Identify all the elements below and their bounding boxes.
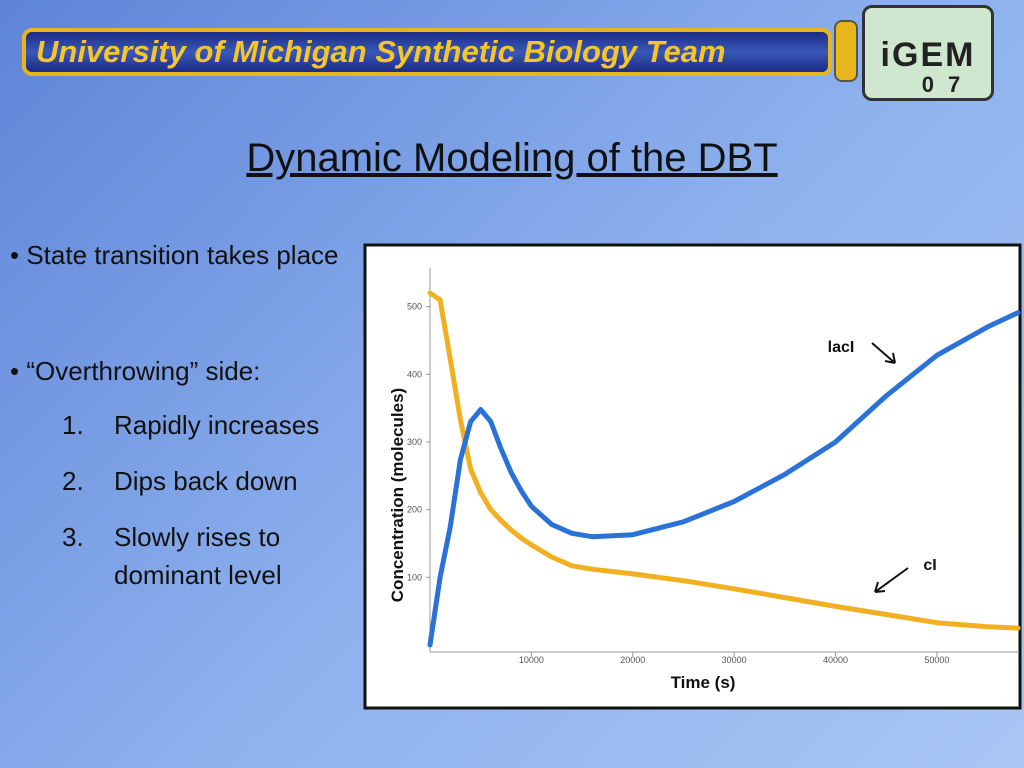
- banner-knob: [834, 20, 858, 82]
- step: 2. Dips back down: [62, 462, 364, 500]
- logo-year: 07: [921, 72, 975, 97]
- x-tick-label: 30000: [722, 655, 747, 665]
- arrow: [871, 342, 896, 364]
- series-label: cI: [923, 557, 936, 574]
- series-label: lacI: [828, 339, 855, 356]
- x-tick-label: 10000: [519, 655, 544, 665]
- step-text: Dips back down: [114, 466, 298, 496]
- banner: University of Michigan Synthetic Biology…: [22, 28, 832, 76]
- y-tick-label: 500: [407, 302, 422, 312]
- slide-title: Dynamic Modeling of the DBT: [246, 136, 778, 180]
- y-tick-label: 300: [407, 437, 422, 447]
- x-axis-title: Time (s): [671, 673, 736, 692]
- bullet: • State transition takes place: [10, 240, 339, 270]
- logo-text: iGEM: [880, 36, 976, 74]
- x-tick-label: 50000: [924, 655, 949, 665]
- step-text: Rapidly increases: [114, 410, 320, 440]
- line-series: [427, 290, 1021, 631]
- y-axis-title: Concentration (molecules): [388, 388, 407, 602]
- x-tick-label: 20000: [620, 655, 645, 665]
- y-tick-label: 100: [407, 572, 422, 582]
- y-tick-label: 200: [407, 505, 422, 515]
- chart-frame: [363, 243, 1022, 710]
- step-number: 2.: [62, 466, 84, 496]
- step-number: 1.: [62, 410, 84, 440]
- line-series: [427, 310, 1021, 648]
- arrow: [874, 567, 909, 593]
- logo: iGEM 07: [862, 5, 994, 101]
- step-text: Slowly rises to dominant level: [114, 522, 282, 590]
- step: 1. Rapidly increases: [62, 406, 364, 444]
- bullet: • “Overthrowing” side:: [10, 356, 261, 386]
- y-tick-label: 400: [407, 369, 422, 379]
- step: 3. Slowly rises to dominant level: [62, 518, 364, 594]
- step-number: 3.: [62, 522, 84, 552]
- x-tick-label: 40000: [823, 655, 848, 665]
